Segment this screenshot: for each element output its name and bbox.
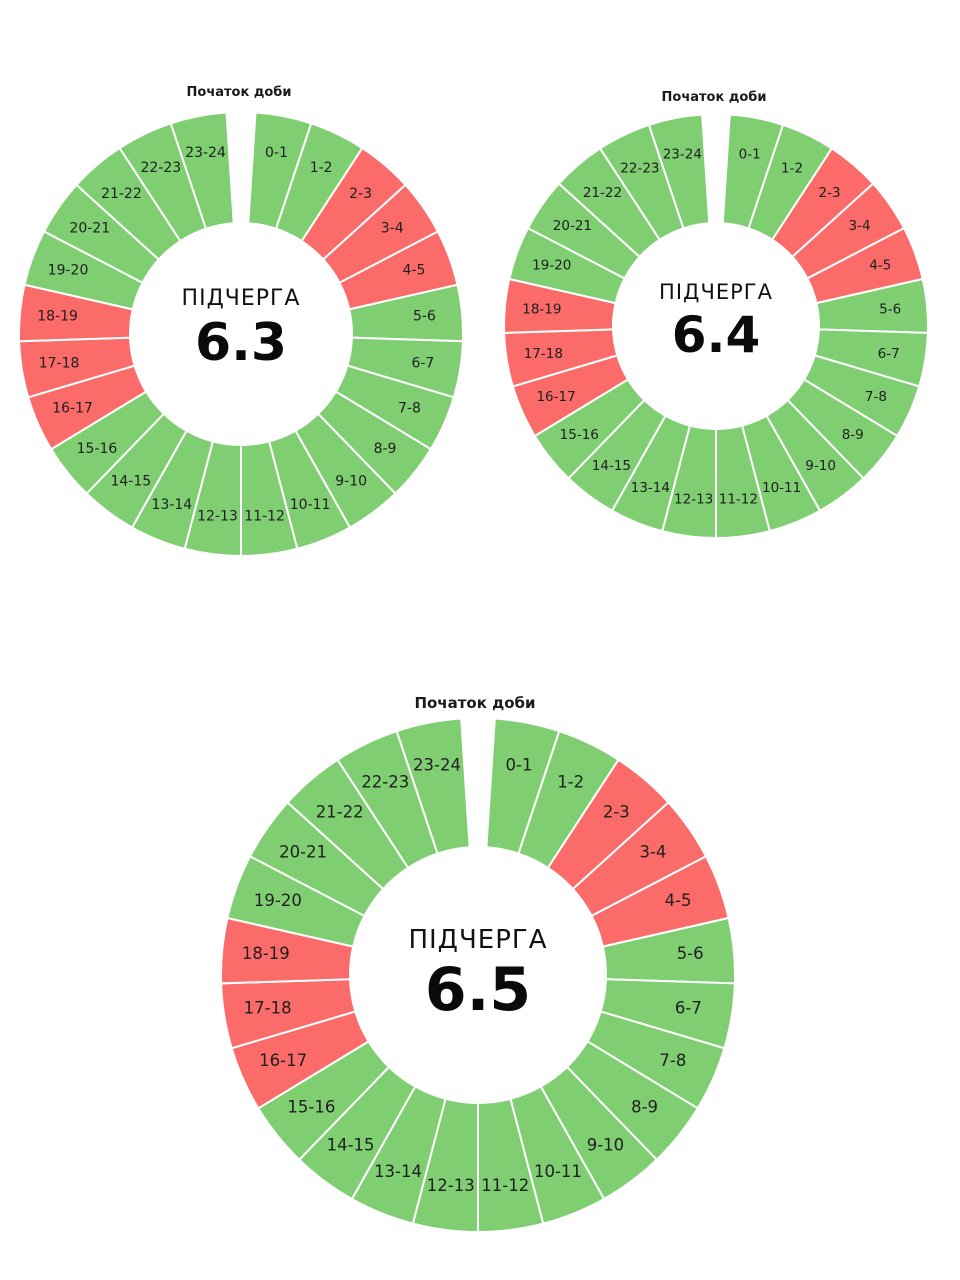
hour-label-5-6: 5-6 [879,301,901,317]
hour-label-20-21: 20-21 [279,843,327,862]
hour-label-10-11: 10-11 [534,1162,582,1181]
hour-label-2-3: 2-3 [819,185,841,201]
queue-number: 6.5 [425,955,531,1025]
hour-label-7-8: 7-8 [398,401,421,417]
hour-label-1-2: 1-2 [781,160,803,176]
hour-label-9-10: 9-10 [587,1135,624,1154]
hour-label-15-16: 15-16 [77,441,118,457]
queue-number: 6.4 [672,306,761,364]
hour-label-2-3: 2-3 [603,802,630,821]
hour-label-4-5: 4-5 [869,258,891,274]
hour-label-8-9: 8-9 [374,441,397,457]
hour-label-11-12: 11-12 [244,509,285,525]
hour-label-14-15: 14-15 [110,474,151,490]
hour-label-10-11: 10-11 [290,497,331,513]
queue-label: ПІДЧЕРГА [408,925,547,955]
start-of-day-label: Початок доби [414,694,535,712]
hour-label-18-19: 18-19 [522,301,561,317]
schedule-dial-6-4: Початок доби 0-1 1-2 2-3 3-4 4-5 5-6 6-7 7-8 8-9… [503,90,929,540]
hour-label-11-12: 11-12 [719,492,758,508]
hour-label-4-5: 4-5 [403,263,426,279]
hour-label-22-23: 22-23 [620,160,659,176]
hour-label-19-20: 19-20 [532,258,571,274]
hour-segments: 0-1 1-2 2-3 3-4 4-5 5-6 6-7 7-8 8-9 9-10 10-11 11-1… [220,717,736,1234]
hour-label-17-18: 17-18 [244,999,292,1018]
hour-label-6-7: 6-7 [411,356,434,372]
start-of-day-label: Початок доби [187,85,292,100]
hour-label-21-22: 21-22 [583,185,622,201]
hour-label-19-20: 19-20 [48,263,89,279]
hour-label-1-2: 1-2 [310,160,333,176]
queue-label: ПІДЧЕРГА [659,280,773,304]
hour-label-3-4: 3-4 [381,221,404,237]
hour-label-2-3: 2-3 [349,186,372,202]
hour-label-22-23: 22-23 [141,160,182,176]
hour-label-15-16: 15-16 [287,1097,335,1116]
hour-label-4-5: 4-5 [665,891,692,910]
hour-segment-23-24 [169,111,235,230]
hour-label-8-9: 8-9 [842,427,864,443]
hour-label-12-13: 12-13 [197,509,238,525]
hour-label-11-12: 11-12 [481,1176,529,1195]
hour-label-6-7: 6-7 [878,346,900,362]
hour-label-14-15: 14-15 [327,1135,375,1154]
hour-label-5-6: 5-6 [413,308,436,324]
hour-label-9-10: 9-10 [805,458,836,474]
hour-label-8-9: 8-9 [631,1097,658,1116]
hour-label-5-6: 5-6 [677,944,704,963]
start-of-day-label: Початок доби [662,90,767,105]
hour-label-6-7: 6-7 [675,999,702,1018]
hour-label-21-22: 21-22 [316,802,364,821]
hour-label-14-15: 14-15 [592,458,631,474]
hour-label-16-17: 16-17 [536,389,575,405]
hour-label-9-10: 9-10 [335,474,367,490]
hour-label-20-21: 20-21 [69,221,110,237]
hour-label-7-8: 7-8 [659,1051,686,1070]
hour-label-13-14: 13-14 [152,497,193,513]
hour-label-15-16: 15-16 [560,427,599,443]
hour-segments: 0-1 1-2 2-3 3-4 4-5 5-6 6-7 7-8 8-9 9-1010-1111-1… [503,113,929,540]
hour-label-23-24: 23-24 [413,755,461,774]
hour-label-20-21: 20-21 [553,218,592,234]
hour-label-21-22: 21-22 [101,186,142,202]
hour-label-0-1: 0-1 [739,146,761,162]
hour-label-13-14: 13-14 [631,480,670,496]
queue-number: 6.3 [195,313,287,373]
hour-label-18-19: 18-19 [37,308,78,324]
hour-segment-23-24 [395,717,471,855]
hour-label-22-23: 22-23 [361,773,409,792]
hour-label-3-4: 3-4 [639,843,666,862]
schedule-dial-6-3: Початок доби 0-1 1-2 2-3 3-4 4-5 5-6 6-7 7-8 8-9… [18,85,464,558]
hour-label-23-24: 23-24 [185,145,226,161]
hour-label-17-18: 17-18 [39,356,80,372]
hour-label-1-2: 1-2 [557,773,584,792]
hour-label-18-19: 18-19 [242,944,290,963]
hour-label-7-8: 7-8 [865,389,887,405]
queue-label: ПІДЧЕРГА [182,286,301,311]
hour-label-3-4: 3-4 [849,218,871,234]
hour-segment-23-24 [647,113,711,230]
schedule-dial-6-5: Початок доби 0-1 1-2 2-3 3-4 4-5 5-6 6-7 7-8 8-9… [220,694,736,1234]
hour-label-16-17: 16-17 [259,1051,307,1070]
hour-label-19-20: 19-20 [254,891,302,910]
hour-label-0-1: 0-1 [265,145,288,161]
hour-label-16-17: 16-17 [52,401,93,417]
hour-label-12-13: 12-13 [427,1176,475,1195]
hour-label-23-24: 23-24 [663,146,702,162]
hour-label-10-11: 10-11 [762,480,801,496]
hour-label-17-18: 17-18 [524,346,563,362]
hour-label-0-1: 0-1 [506,755,533,774]
hour-label-12-13: 12-13 [674,492,713,508]
hour-label-13-14: 13-14 [374,1162,422,1181]
